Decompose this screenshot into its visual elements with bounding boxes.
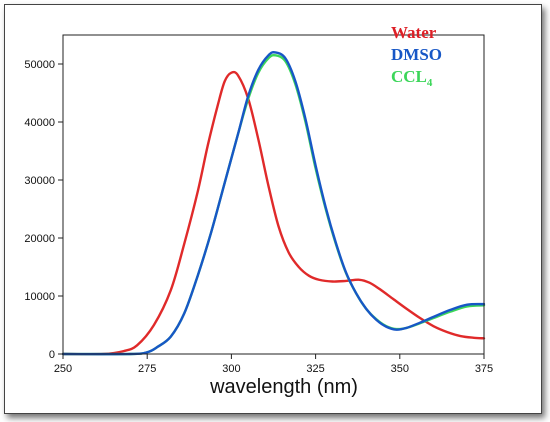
legend-entry-water: Water <box>391 23 437 42</box>
y-tick-label: 0 <box>49 349 55 361</box>
series-line-dmso <box>61 51 486 356</box>
x-tick-label: 325 <box>306 363 324 375</box>
series-line-water <box>61 70 486 356</box>
x-tick-label: 250 <box>54 363 72 375</box>
chart-frame: 250 275 300 325 350 375 0 10000 20000 30000 40000 5… <box>4 4 542 414</box>
x-tick-label: 350 <box>391 363 409 375</box>
x-axis-label: wavelength (nm) <box>209 376 358 398</box>
legend-entry-dmso: DMSO <box>391 45 442 64</box>
y-tick-label: 30000 <box>24 175 55 187</box>
y-tick-label: 20000 <box>24 233 55 245</box>
x-tick-label: 300 <box>222 363 240 375</box>
legend-entry-ccl4: CCL4 <box>391 67 433 89</box>
y-tick-label: 10000 <box>24 291 55 303</box>
plot-border <box>62 34 485 355</box>
series-layer <box>61 51 486 356</box>
axes-layer: 250 275 300 325 350 375 0 10000 20000 30000 40000 5… <box>24 34 493 375</box>
y-tick-label: 40000 <box>24 117 55 129</box>
spectrum-chart: 250 275 300 325 350 375 0 10000 20000 30000 40000 5… <box>24 23 493 398</box>
y-tick-label: 50000 <box>24 59 55 71</box>
x-tick-label: 275 <box>138 363 156 375</box>
legend: Water DMSO CCL4 <box>391 23 442 89</box>
x-tick-label: 375 <box>475 363 493 375</box>
